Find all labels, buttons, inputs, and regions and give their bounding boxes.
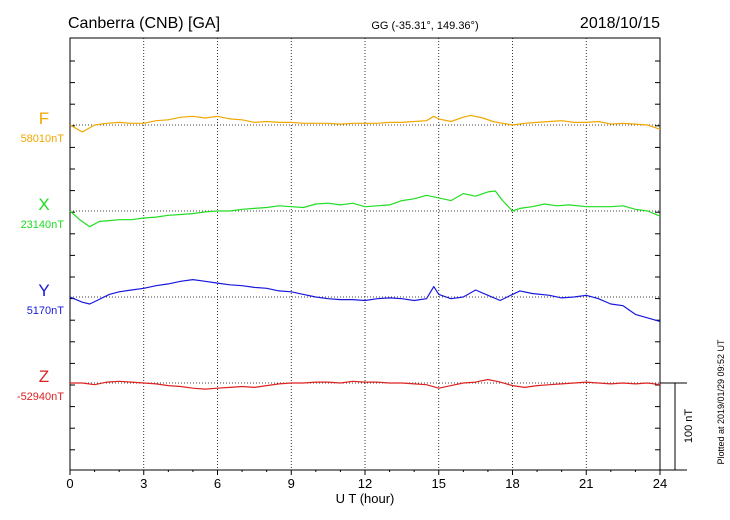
x-tick-label: 21 bbox=[579, 476, 593, 491]
series-baseline-x: 23140nT bbox=[21, 219, 65, 231]
x-tick-label: 18 bbox=[505, 476, 519, 491]
baselines bbox=[70, 124, 660, 384]
x-tick-label: 24 bbox=[653, 476, 667, 491]
scale-bar-label: 100 nT bbox=[683, 409, 695, 444]
plotted-timestamp: Plotted at 2019/01/29 09:52 UT bbox=[716, 339, 726, 465]
series-name-z: Z bbox=[39, 367, 49, 386]
x-tick-label: 12 bbox=[358, 476, 372, 491]
series-name-f: F bbox=[39, 109, 49, 128]
x-tick-label: 0 bbox=[66, 476, 73, 491]
x-ticks: 0 3 6 9 12 15 18 21 24 bbox=[66, 60, 667, 491]
scale-bar: 100 nT bbox=[660, 382, 695, 471]
series-baseline-f: 58010nT bbox=[21, 133, 65, 145]
x-axis-title: U T (hour) bbox=[336, 491, 395, 506]
series-line-f bbox=[69, 114, 661, 133]
series-line-z bbox=[70, 378, 661, 390]
grid bbox=[143, 38, 587, 470]
station-title: Canberra (CNB) [GA] bbox=[68, 15, 220, 32]
x-tick-label: 9 bbox=[288, 476, 295, 491]
coordinates-label: GG (-35.31°, 149.36°) bbox=[371, 20, 478, 32]
x-tick-label: 15 bbox=[432, 476, 446, 491]
series-lines bbox=[69, 114, 661, 390]
x-tick-label: 3 bbox=[140, 476, 147, 491]
series-labels: F 58010nT X 23140nT Y 5170nT Z -52940nT bbox=[17, 109, 64, 403]
series-line-x bbox=[69, 190, 661, 228]
series-line-y bbox=[69, 279, 661, 322]
series-name-x: X bbox=[38, 195, 49, 214]
series-baseline-y: 5170nT bbox=[27, 305, 65, 317]
series-baseline-z: -52940nT bbox=[17, 391, 64, 403]
date-label: 2018/10/15 bbox=[580, 15, 660, 32]
series-name-y: Y bbox=[38, 281, 49, 300]
x-tick-label: 6 bbox=[214, 476, 221, 491]
